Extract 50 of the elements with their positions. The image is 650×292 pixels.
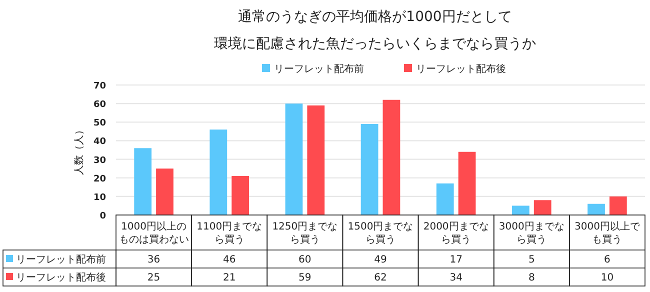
text: リーフレット配布前 xyxy=(16,254,106,266)
data-label: 17 xyxy=(450,254,462,266)
legend-label: リーフレット配布前 xyxy=(274,63,364,75)
bar xyxy=(360,124,378,215)
data-label: 49 xyxy=(374,254,387,266)
bar xyxy=(156,168,174,215)
data-label: 59 xyxy=(298,272,312,284)
text: リーフレット配布後 xyxy=(16,272,106,284)
data-label: 46 xyxy=(222,254,236,266)
bar xyxy=(382,100,400,215)
x-tick-label: 1100円までなら買う xyxy=(196,222,262,246)
data-label: 10 xyxy=(600,272,614,284)
data-label: 34 xyxy=(450,272,462,284)
bar xyxy=(588,204,605,215)
y-tick-label: 70 xyxy=(93,82,106,92)
data-label: 36 xyxy=(147,254,160,266)
y-tick-label: 60 xyxy=(93,100,106,110)
data-label: 6 xyxy=(604,254,610,266)
x-tick-label: 1500円までなら買う xyxy=(348,222,414,246)
y-tick-label: 10 xyxy=(93,192,106,203)
data-label: 60 xyxy=(298,254,312,266)
bar xyxy=(232,176,250,215)
y-tick-label: 20 xyxy=(93,174,106,184)
bar xyxy=(134,148,152,215)
bar xyxy=(307,105,325,215)
bar xyxy=(534,200,552,215)
bar xyxy=(285,104,303,215)
y-tick-label: 50 xyxy=(93,118,106,129)
x-tick-label: 3000円までなら買う xyxy=(498,222,564,246)
data-label: 25 xyxy=(147,272,160,284)
data-label: 8 xyxy=(528,272,535,284)
x-tick-label: 2000円までなら買う xyxy=(423,222,489,246)
ylabel: 人数（人） xyxy=(74,125,85,175)
bar xyxy=(609,196,627,215)
data-label: 62 xyxy=(374,272,387,284)
legend-label: リーフレット配布後 xyxy=(416,63,506,75)
bar xyxy=(512,206,530,215)
x-tick-label: 3000円以上でも買う xyxy=(574,220,641,246)
data-label: 5 xyxy=(528,254,535,266)
bar xyxy=(210,130,228,215)
bar xyxy=(458,152,476,215)
title: 通常のうなぎの平均価格が1000円だとして xyxy=(238,9,512,25)
y-tick-label: 30 xyxy=(93,156,106,166)
data-label: 21 xyxy=(222,272,236,284)
x-tick-label: 1000円以上のものは買わない xyxy=(118,220,189,246)
bar xyxy=(436,183,454,215)
y-tick-label: 0 xyxy=(100,212,106,222)
x-tick-label: 1250円までなら買う xyxy=(272,222,338,246)
y-tick-label: 40 xyxy=(93,137,106,148)
subtitle: 環境に配慮された魚だったらいくらまでなら買うか xyxy=(214,36,536,52)
